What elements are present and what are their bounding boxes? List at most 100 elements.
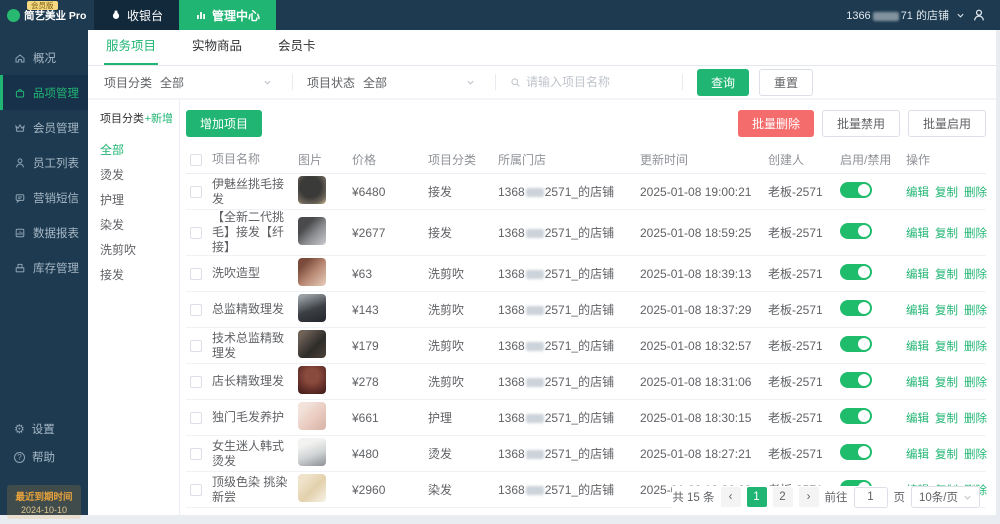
copy-link[interactable]: 复制 (935, 227, 958, 240)
next-page-button[interactable]: › (798, 487, 819, 507)
sidebar-item-reports[interactable]: 数据报表 (0, 215, 88, 250)
item-name: 总监精致理发 (212, 302, 285, 316)
page-unit-label: 页 (893, 492, 906, 504)
copy-link[interactable]: 复制 (935, 376, 958, 389)
sidebar-item-members[interactable]: 会员管理 (0, 110, 88, 145)
enable-toggle[interactable] (840, 408, 872, 424)
row-checkbox[interactable] (190, 411, 202, 424)
tab-physical-goods[interactable]: 实物商品 (192, 39, 243, 53)
edit-link[interactable]: 编辑 (906, 412, 929, 425)
delete-link[interactable]: 删除 (964, 186, 987, 199)
delete-link[interactable]: 删除 (964, 412, 987, 425)
copy-link[interactable]: 复制 (935, 186, 958, 199)
tab-management-center[interactable]: 管理中心 (179, 0, 277, 30)
copy-link[interactable]: 复制 (935, 268, 958, 281)
sidebar-item-overview[interactable]: 概况 (0, 40, 88, 75)
table-area: 增加项目 批量删除 批量禁用 批量启用 项目名称 图片 价格 项目分类 所属门店… (180, 100, 996, 515)
row-checkbox[interactable] (190, 375, 202, 388)
copy-link[interactable]: 复制 (935, 304, 958, 317)
batch-disable-button[interactable]: 批量禁用 (821, 110, 900, 137)
row-checkbox[interactable] (190, 303, 202, 316)
select-all-checkbox[interactable] (190, 153, 202, 166)
edit-link[interactable]: 编辑 (906, 376, 929, 389)
enable-toggle[interactable] (840, 223, 872, 239)
item-image (298, 402, 326, 430)
item-updated-time: 2025-01-08 18:30:15 (640, 410, 752, 425)
category-item-dye[interactable]: 染发 (100, 218, 125, 232)
row-checkbox[interactable] (190, 185, 202, 198)
censored-text (525, 342, 544, 352)
row-checkbox[interactable] (190, 267, 202, 280)
user-icon[interactable] (972, 8, 986, 22)
copy-link[interactable]: 复制 (935, 340, 958, 353)
status-filter-select[interactable]: 全部 (363, 74, 481, 91)
category-item-wash-cut[interactable]: 洗剪吹 (100, 243, 137, 257)
delete-link[interactable]: 删除 (964, 227, 987, 240)
edit-link[interactable]: 编辑 (906, 186, 929, 199)
enable-toggle[interactable] (840, 264, 872, 280)
chevron-down-icon (963, 493, 972, 502)
sidebar-item-help[interactable]: ? 帮助 (0, 443, 88, 471)
add-item-button[interactable]: 增加项目 (186, 110, 263, 137)
enable-toggle[interactable] (840, 372, 872, 388)
divider (292, 74, 294, 90)
add-category-link[interactable]: +新增 (144, 113, 173, 125)
category-item-extension[interactable]: 接发 (100, 268, 125, 282)
delete-link[interactable]: 删除 (964, 376, 987, 389)
item-image (298, 176, 326, 204)
item-category: 洗剪吹 (428, 267, 465, 281)
prev-page-button[interactable]: ‹ (720, 487, 741, 507)
censored-text (525, 229, 544, 239)
enable-toggle[interactable] (840, 444, 872, 460)
expiry-date: 2024-10-10 (20, 505, 68, 515)
delete-link[interactable]: 删除 (964, 304, 987, 317)
row-checkbox[interactable] (190, 226, 202, 239)
sidebar-item-settings[interactable]: ⚙ 设置 (0, 415, 88, 443)
copy-link[interactable]: 复制 (935, 448, 958, 461)
row-checkbox[interactable] (190, 483, 202, 496)
batch-enable-button[interactable]: 批量启用 (907, 110, 986, 137)
page-button-1[interactable]: 1 (746, 487, 767, 507)
person-icon (14, 157, 26, 169)
delete-link[interactable]: 删除 (964, 340, 987, 353)
edit-link[interactable]: 编辑 (906, 448, 929, 461)
sidebar-item-items-management[interactable]: 品项管理 (0, 75, 88, 110)
search-input[interactable] (526, 75, 653, 89)
store-switcher[interactable]: 1366 71 的店铺 (846, 7, 949, 23)
enable-toggle[interactable] (840, 336, 872, 352)
tab-cashier[interactable]: 收银台 (94, 0, 180, 30)
goto-page-input[interactable] (853, 486, 888, 508)
sidebar-item-staff[interactable]: 员工列表 (0, 145, 88, 180)
category-item-perm[interactable]: 烫发 (100, 168, 125, 182)
edit-link[interactable]: 编辑 (906, 304, 929, 317)
page-size-select[interactable]: 10条/页 (911, 486, 980, 508)
tab-service-items[interactable]: 服务项目 (104, 35, 159, 65)
table-toolbar: 增加项目 批量删除 批量禁用 批量启用 (186, 110, 986, 137)
enable-toggle[interactable] (840, 300, 872, 316)
category-item-all[interactable]: 全部 (100, 143, 125, 157)
batch-delete-button[interactable]: 批量删除 (737, 110, 814, 137)
member-edition-badge: 会员版 (27, 1, 58, 10)
tab-member-card[interactable]: 会员卡 (278, 39, 316, 53)
row-checkbox[interactable] (190, 339, 202, 352)
sidebar-item-inventory[interactable]: 库存管理 (0, 250, 88, 285)
sidebar-item-marketing[interactable]: 营销短信 (0, 180, 88, 215)
item-category: 洗剪吹 (428, 303, 465, 317)
item-store: 1368 2571_的店铺 (498, 226, 615, 240)
copy-link[interactable]: 复制 (935, 412, 958, 425)
item-store: 1368 2571_的店铺 (498, 375, 615, 389)
item-price: ¥661 (352, 410, 379, 425)
delete-link[interactable]: 删除 (964, 268, 987, 281)
edit-link[interactable]: 编辑 (906, 227, 929, 240)
search-button[interactable]: 查询 (697, 68, 750, 96)
reset-button[interactable]: 重置 (759, 68, 814, 96)
delete-link[interactable]: 删除 (964, 448, 987, 461)
category-item-care[interactable]: 护理 (100, 193, 125, 207)
chevron-down-icon[interactable] (956, 11, 965, 20)
edit-link[interactable]: 编辑 (906, 340, 929, 353)
category-filter-select[interactable]: 全部 (160, 74, 278, 91)
edit-link[interactable]: 编辑 (906, 268, 929, 281)
enable-toggle[interactable] (840, 182, 872, 198)
row-checkbox[interactable] (190, 447, 202, 460)
page-button-2[interactable]: 2 (772, 487, 793, 507)
